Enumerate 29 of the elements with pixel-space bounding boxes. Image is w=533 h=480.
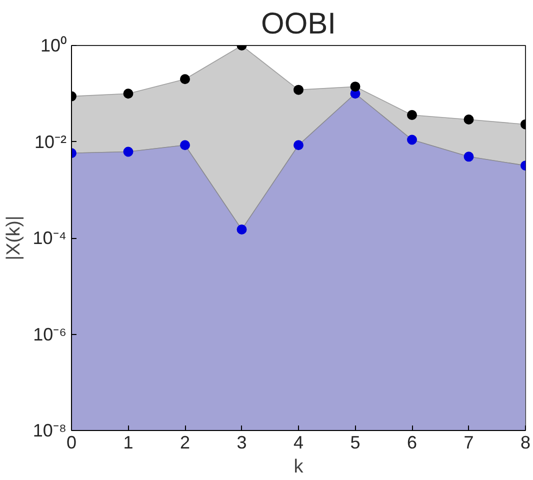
x-tick-label: 0 [66,432,77,452]
y-axis-title: |X(k)| [4,216,25,260]
y-tick-label: 10⁻⁶ [33,324,67,344]
y-tick-label: 10⁻⁴ [32,228,67,248]
point [180,74,190,84]
point [294,84,304,95]
x-tick-label: 4 [293,432,304,452]
chart-title: OOBI [260,8,336,40]
x-tick-label: 7 [464,432,474,452]
point [294,140,304,150]
x-tick-label: 2 [180,432,190,452]
x-tick-label: 3 [236,432,247,452]
point [464,114,474,124]
x-tick-label: 5 [350,432,360,452]
point [123,146,134,157]
x-tick-label: 8 [520,432,531,452]
point [464,152,474,162]
point [236,224,247,235]
point [407,110,417,120]
point [123,88,134,99]
x-axis-title: k [294,456,304,478]
y-tick-label: 10⁻² [34,132,67,152]
x-tick-label: 6 [406,432,418,452]
y-tick-label: 10⁰ [40,36,67,56]
point [407,134,417,145]
y-tick-label: 10⁻⁸ [32,420,67,440]
point [350,82,360,92]
point [180,140,190,150]
x-tick-label: 1 [123,432,134,452]
